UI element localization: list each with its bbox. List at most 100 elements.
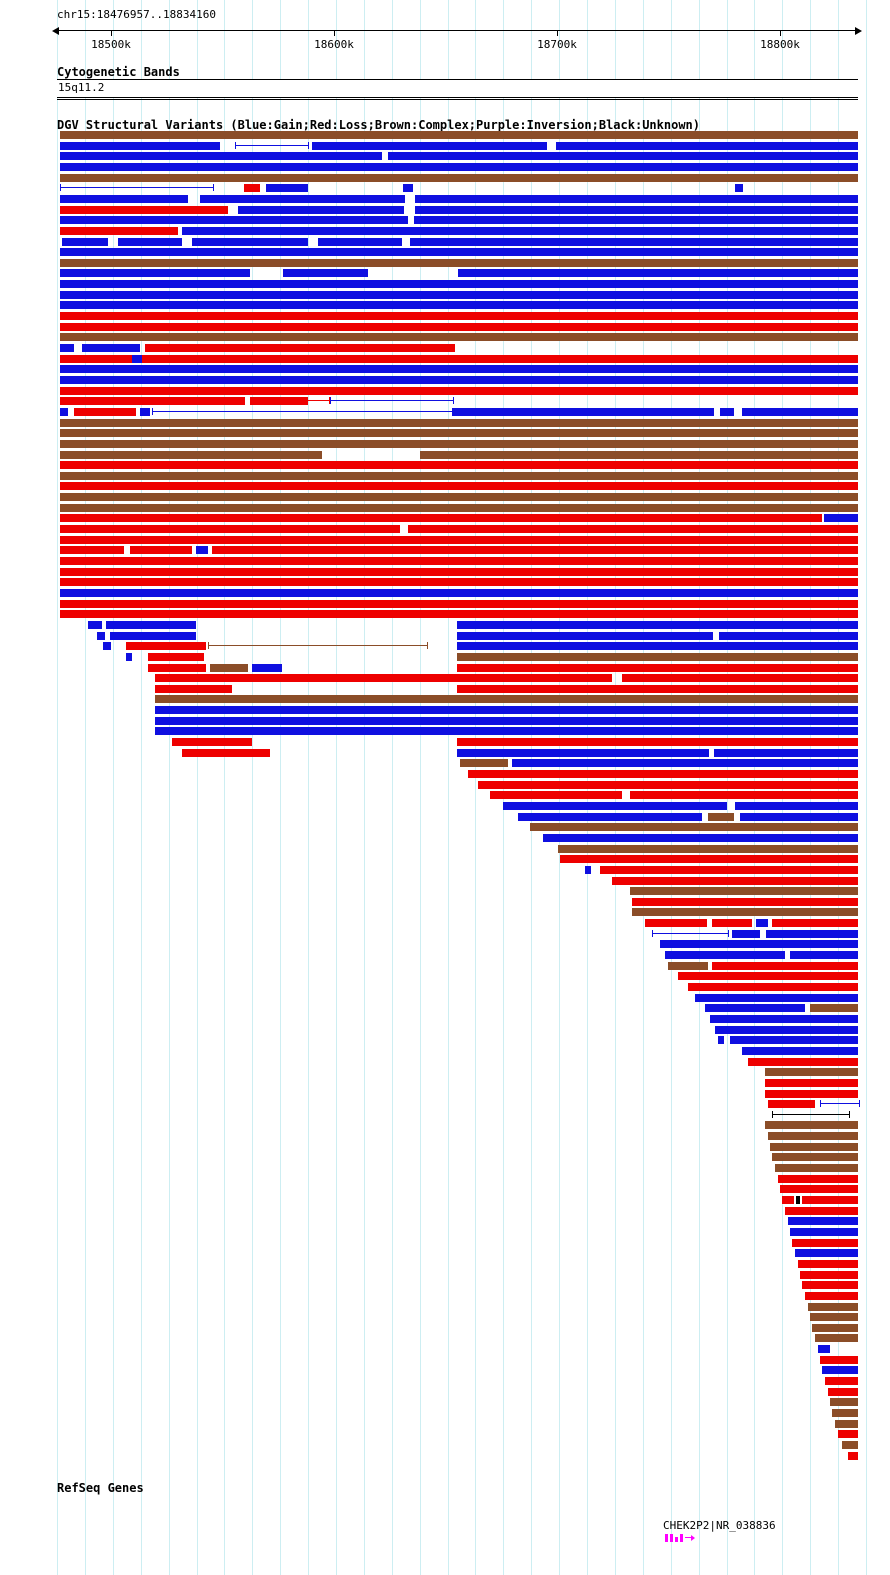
cytoband-box[interactable]: 15q11.2 bbox=[57, 79, 858, 98]
variant-bar[interactable] bbox=[822, 1366, 858, 1374]
variant-bar[interactable] bbox=[60, 461, 858, 469]
variant-bar[interactable] bbox=[140, 408, 150, 416]
variant-bar[interactable] bbox=[732, 930, 760, 938]
variant-bar[interactable] bbox=[805, 1292, 858, 1300]
variant-bar[interactable] bbox=[714, 749, 858, 757]
variant-bar[interactable] bbox=[772, 919, 858, 927]
variant-bar[interactable] bbox=[60, 174, 858, 182]
variant-bar[interactable] bbox=[457, 653, 858, 661]
variant-bar[interactable] bbox=[802, 1281, 858, 1289]
variant-bar[interactable] bbox=[478, 781, 858, 789]
variant-bar[interactable] bbox=[712, 962, 858, 970]
variant-bar[interactable] bbox=[182, 749, 270, 757]
variant-bar[interactable] bbox=[600, 866, 858, 874]
variant-bar[interactable] bbox=[60, 355, 132, 363]
variant-bar[interactable] bbox=[735, 802, 858, 810]
variant-bar[interactable] bbox=[712, 919, 752, 927]
variant-bar[interactable] bbox=[60, 216, 408, 224]
variant-bar[interactable] bbox=[182, 227, 858, 235]
variant-bar[interactable] bbox=[414, 216, 858, 224]
variant-bar[interactable] bbox=[60, 344, 74, 352]
variant-bar[interactable] bbox=[130, 546, 192, 554]
variant-bar[interactable] bbox=[283, 269, 368, 277]
variant-bar[interactable] bbox=[730, 1036, 858, 1044]
variant-bar[interactable] bbox=[82, 344, 140, 352]
variant-bar[interactable] bbox=[457, 749, 709, 757]
variant-bar[interactable] bbox=[668, 962, 708, 970]
variant-bar[interactable] bbox=[60, 568, 858, 576]
variant-bar[interactable] bbox=[452, 408, 714, 416]
variant-bar[interactable] bbox=[60, 440, 858, 448]
variant-bar[interactable] bbox=[403, 184, 413, 192]
variant-bar[interactable] bbox=[60, 152, 382, 160]
variant-bar[interactable] bbox=[795, 1249, 858, 1257]
variant-bar[interactable] bbox=[770, 1143, 858, 1151]
variant-bar[interactable] bbox=[250, 397, 308, 405]
variant-bar[interactable] bbox=[688, 983, 858, 991]
variant-bar[interactable] bbox=[632, 908, 858, 916]
variant-bar[interactable] bbox=[60, 610, 858, 618]
variant-bar[interactable] bbox=[622, 674, 858, 682]
variant-bar[interactable] bbox=[558, 845, 858, 853]
variant-line[interactable] bbox=[152, 408, 454, 415]
variant-bar[interactable] bbox=[765, 1090, 858, 1098]
variant-bar[interactable] bbox=[60, 429, 858, 437]
variant-bar[interactable] bbox=[782, 1196, 794, 1204]
variant-bar[interactable] bbox=[560, 855, 858, 863]
variant-bar[interactable] bbox=[512, 759, 858, 767]
variant-bar[interactable] bbox=[765, 1079, 858, 1087]
variant-bar[interactable] bbox=[88, 621, 102, 629]
variant-bar[interactable] bbox=[808, 1303, 858, 1311]
variant-bar[interactable] bbox=[106, 621, 196, 629]
variant-bar[interactable] bbox=[678, 972, 858, 980]
variant-bar[interactable] bbox=[148, 653, 204, 661]
variant-bar[interactable] bbox=[708, 813, 734, 821]
variant-bar[interactable] bbox=[155, 706, 858, 714]
variant-bar[interactable] bbox=[792, 1239, 858, 1247]
variant-bar[interactable] bbox=[788, 1217, 858, 1225]
variant-bar[interactable] bbox=[126, 653, 132, 661]
variant-bar[interactable] bbox=[60, 504, 858, 512]
variant-bar[interactable] bbox=[848, 1452, 858, 1460]
variant-line[interactable] bbox=[302, 397, 330, 404]
variant-bar[interactable] bbox=[765, 1121, 858, 1129]
variant-bar[interactable] bbox=[457, 621, 858, 629]
variant-bar[interactable] bbox=[765, 1068, 858, 1076]
variant-bar[interactable] bbox=[740, 813, 858, 821]
variant-bar[interactable] bbox=[62, 238, 108, 246]
variant-bar[interactable] bbox=[630, 887, 858, 895]
variant-bar[interactable] bbox=[830, 1398, 858, 1406]
variant-bar[interactable] bbox=[824, 514, 858, 522]
variant-bar[interactable] bbox=[388, 152, 858, 160]
variant-bar[interactable] bbox=[785, 1207, 858, 1215]
variant-bar[interactable] bbox=[780, 1185, 858, 1193]
variant-bar[interactable] bbox=[518, 813, 702, 821]
variant-bar[interactable] bbox=[812, 1324, 858, 1332]
variant-bar[interactable] bbox=[415, 195, 858, 203]
variant-bar[interactable] bbox=[815, 1334, 858, 1342]
variant-bar[interactable] bbox=[244, 184, 260, 192]
variant-bar[interactable] bbox=[556, 142, 858, 150]
variant-bar[interactable] bbox=[238, 206, 404, 214]
variant-bar[interactable] bbox=[768, 1132, 858, 1140]
variant-bar[interactable] bbox=[790, 1228, 858, 1236]
variant-bar[interactable] bbox=[155, 717, 858, 725]
variant-bar[interactable] bbox=[60, 525, 400, 533]
variant-bar[interactable] bbox=[60, 163, 858, 171]
variant-bar[interactable] bbox=[155, 685, 232, 693]
variant-bar[interactable] bbox=[155, 674, 612, 682]
variant-bar[interactable] bbox=[192, 238, 308, 246]
variant-bar[interactable] bbox=[720, 408, 734, 416]
variant-bar[interactable] bbox=[715, 1026, 858, 1034]
variant-bar[interactable] bbox=[748, 1058, 858, 1066]
variant-bar[interactable] bbox=[778, 1175, 858, 1183]
variant-bar[interactable] bbox=[798, 1260, 858, 1268]
variant-bar[interactable] bbox=[775, 1164, 858, 1172]
variant-bar[interactable] bbox=[60, 600, 858, 608]
variant-bar[interactable] bbox=[408, 525, 858, 533]
variant-bar[interactable] bbox=[60, 206, 228, 214]
variant-bar[interactable] bbox=[458, 269, 858, 277]
variant-bar[interactable] bbox=[632, 898, 858, 906]
variant-bar[interactable] bbox=[796, 1196, 800, 1204]
variant-bar[interactable] bbox=[719, 632, 858, 640]
